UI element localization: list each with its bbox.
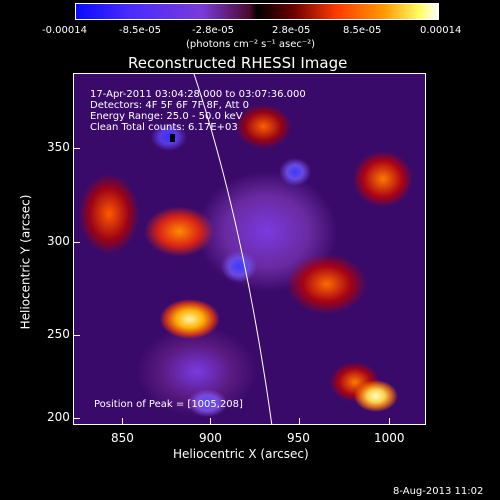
colorbar-tick-label: -8.5e-05 bbox=[119, 25, 161, 36]
x-axis-title: Heliocentric X (arcsec) bbox=[173, 447, 309, 461]
x-tick-label: 900 bbox=[199, 431, 222, 445]
colorbar-tick-label: -0.00014 bbox=[42, 25, 87, 36]
y-axis-title: Heliocentric Y (arcsec) bbox=[18, 194, 33, 330]
x-tick-mark bbox=[122, 418, 123, 424]
y-tick-label: 250 bbox=[47, 327, 70, 341]
heatmap-image bbox=[74, 74, 425, 424]
x-tick-label: 1000 bbox=[374, 431, 405, 445]
colorbar-tick-label: 2.8e-05 bbox=[272, 25, 311, 36]
y-tick-label: 200 bbox=[47, 410, 70, 424]
info-time-range: 17-Apr-2011 03:04:28.000 to 03:07:36.000 bbox=[90, 89, 306, 100]
y-tick-mark bbox=[74, 242, 80, 243]
plot-title: Reconstructed RHESSI Image bbox=[128, 54, 348, 72]
plot-area: 17-Apr-2011 03:04:28.000 to 03:07:36.000… bbox=[73, 73, 426, 425]
y-tick-label: 350 bbox=[47, 140, 70, 154]
colorbar bbox=[75, 3, 439, 20]
y-tick-mark bbox=[74, 335, 80, 336]
peak-position: Position of Peak = [1005,208] bbox=[94, 399, 243, 410]
y-tick-mark bbox=[74, 418, 80, 419]
colorbar-units: (photons cm⁻² s⁻¹ asec⁻²) bbox=[186, 39, 316, 50]
info-total-counts: Clean Total counts: 6.17E+03 bbox=[90, 122, 238, 133]
colorbar-gradient bbox=[76, 4, 438, 19]
x-tick-mark bbox=[210, 418, 211, 424]
colorbar-tick-label: -2.8e-05 bbox=[192, 25, 234, 36]
y-tick-mark bbox=[74, 148, 80, 149]
info-detectors: Detectors: 4F 5F 6F 7F 8F, Att 0 bbox=[90, 100, 250, 111]
info-energy-range: Energy Range: 25.0 - 50.0 keV bbox=[90, 111, 243, 122]
y-tick-label: 300 bbox=[47, 234, 70, 248]
x-tick-mark bbox=[299, 418, 300, 424]
solar-limb-line bbox=[170, 74, 273, 424]
footer-date: 8-Aug-2013 11:02 bbox=[393, 486, 484, 497]
colorbar-tick-label: 8.5e-05 bbox=[343, 25, 382, 36]
colorbar-tick-label: 0.00014 bbox=[420, 25, 462, 36]
x-tick-label: 950 bbox=[287, 431, 310, 445]
x-tick-mark bbox=[389, 418, 390, 424]
x-tick-label: 850 bbox=[111, 431, 134, 445]
